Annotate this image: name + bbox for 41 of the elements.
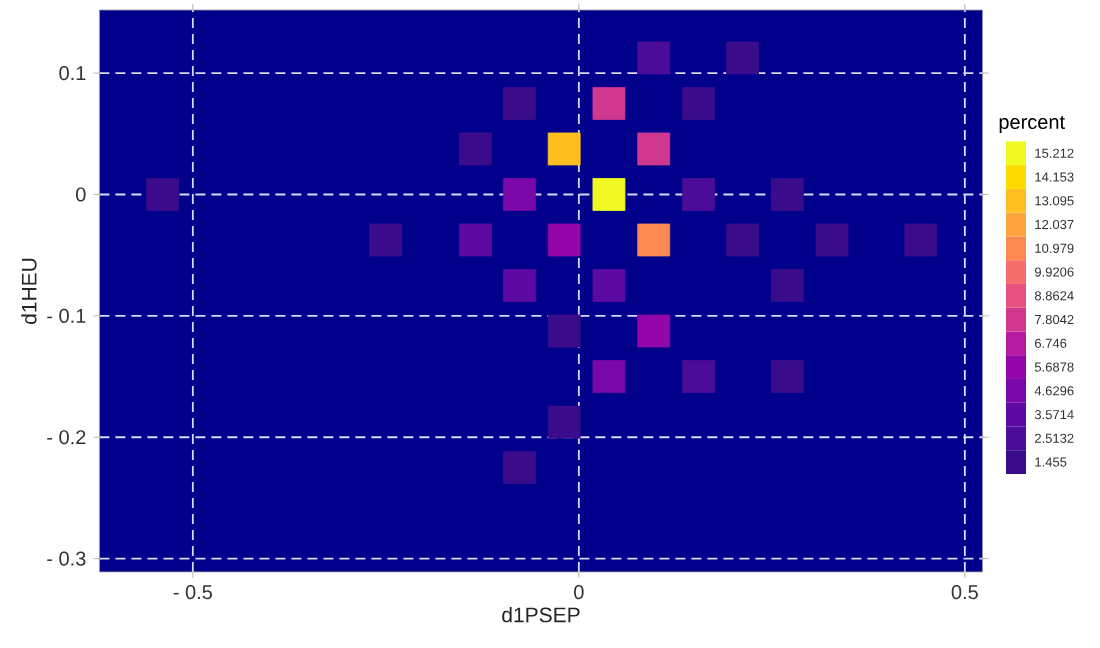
x-axis-title: d1PSEP (502, 606, 580, 623)
point (637, 41, 671, 75)
point (458, 132, 492, 166)
point (682, 178, 715, 211)
point (547, 405, 581, 439)
y-tick-label: 0.1 (59, 66, 86, 81)
point (146, 178, 180, 211)
point (592, 87, 626, 120)
point (904, 223, 938, 257)
point (592, 360, 626, 393)
point (547, 132, 581, 166)
y-tick-label: 0 (76, 187, 86, 202)
point (770, 178, 804, 211)
point (502, 451, 536, 484)
y-axis-title: d1HEU (21, 258, 37, 324)
point (682, 87, 715, 120)
point (726, 41, 759, 75)
y-tick-label: - 0.1 (47, 308, 86, 323)
point (592, 178, 626, 211)
point (770, 269, 804, 302)
point (502, 178, 536, 211)
color-bar-title: percent (999, 115, 1065, 133)
point (502, 269, 536, 302)
x-tick-label: 0.5 (951, 585, 978, 600)
point (726, 223, 759, 257)
point (815, 223, 849, 257)
point (770, 360, 804, 393)
point (369, 223, 403, 257)
point (547, 314, 581, 348)
point (502, 87, 536, 120)
y-tick-label: - 0.2 (47, 430, 86, 445)
point (547, 223, 581, 257)
point (592, 269, 626, 302)
point (637, 132, 671, 166)
y-tick-label: - 0.3 (47, 551, 86, 566)
point (682, 360, 715, 393)
x-tick-label: 0 (574, 585, 584, 600)
point (458, 223, 492, 257)
point (637, 314, 671, 348)
point (637, 223, 671, 257)
x-tick-label: - 0.5 (173, 585, 212, 600)
